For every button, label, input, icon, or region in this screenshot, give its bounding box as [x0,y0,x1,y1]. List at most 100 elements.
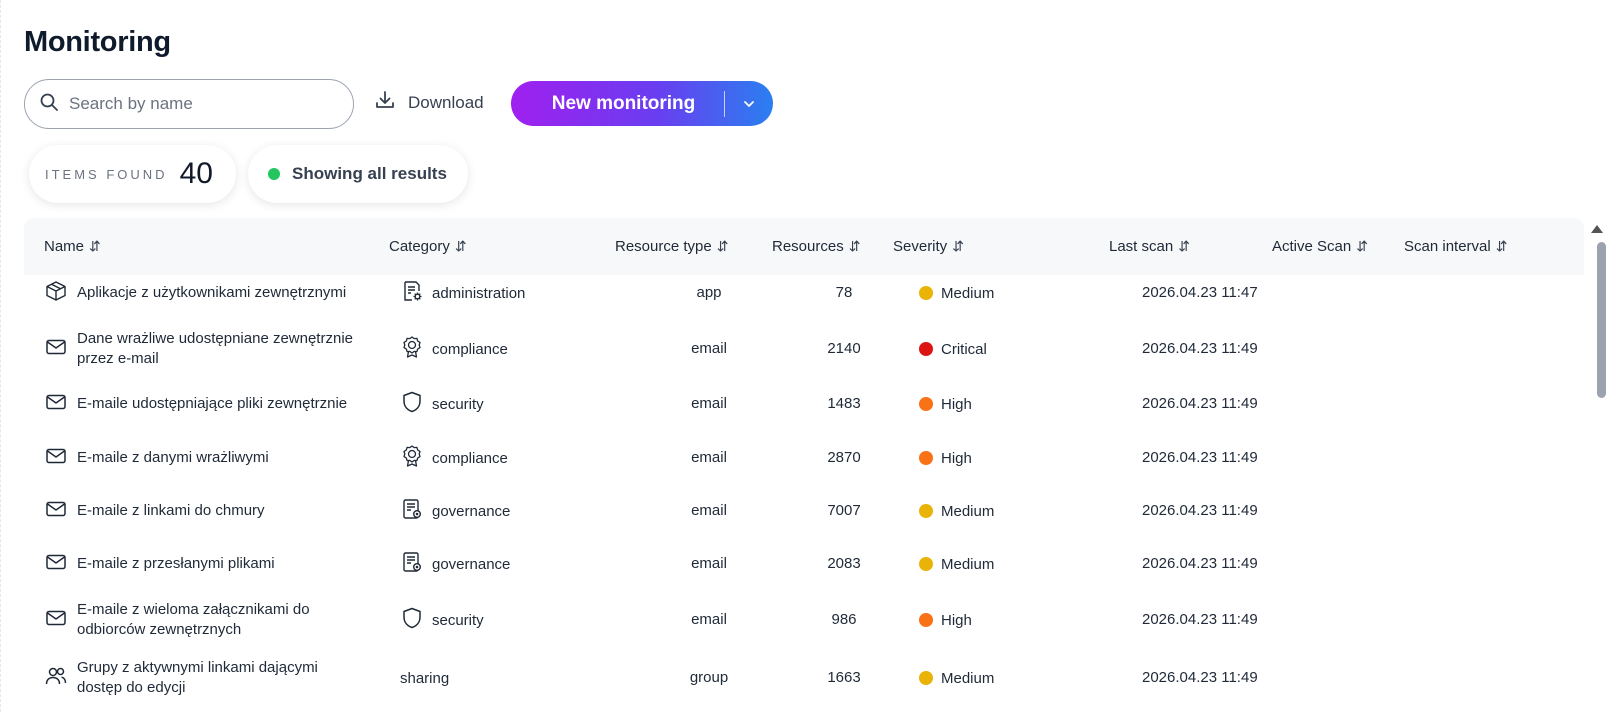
last-scan-cell: 2026.04.23 11:49 [1142,611,1258,628]
resource-type-cell: email [691,449,727,466]
category-cell: sharing [400,654,449,702]
table-row[interactable]: E-maile z wieloma załącznikami do odbior… [24,596,1584,644]
resources-count: 1483 [827,395,861,412]
category-label: governance [432,555,511,573]
last-scan-cell: 2026.04.23 11:47 [1142,284,1258,301]
column-header-last-scan[interactable]: Last scan ⇵ [1109,238,1190,255]
scrollbar-thumb[interactable] [1597,242,1606,398]
resources-count: 2140 [827,340,861,357]
document-gear-icon [400,279,432,307]
table-row[interactable]: Aplikacje z użytkownikami zewnętrznymi ad… [24,269,1584,317]
resource-type-cell: email [691,395,727,412]
column-header-category[interactable]: Category ⇵ [389,238,467,255]
table-row[interactable]: E-maile z linkami do chmury governance ema… [24,487,1584,535]
last-scan-cell: 2026.04.23 11:49 [1142,669,1258,686]
severity-label: High [941,611,972,629]
table-row[interactable]: E-maile z przesłanymi plikami governance e… [24,540,1584,588]
column-header-resource-type[interactable]: Resource type ⇵ [615,238,729,255]
last-scan-cell: 2026.04.23 11:49 [1142,502,1258,519]
shield-icon [400,390,432,418]
sort-icon: ⇵ [1495,238,1508,254]
severity-cell: Medium [919,269,994,317]
shield-icon [400,606,432,634]
monitoring-name: Dane wrażliwe udostępniane zewnętrznie p… [77,330,353,367]
items-found-label: ITEMS FOUND [45,166,168,182]
monitoring-name: E-maile z wieloma załącznikami do odbior… [77,601,310,638]
severity-label: High [941,449,972,467]
severity-dot-icon [919,451,933,465]
last-scan-cell: 2026.04.23 11:49 [1142,449,1258,466]
users-icon [44,664,68,692]
resources-count: 78 [835,284,853,301]
category-label: sharing [400,669,450,687]
new-monitoring-button[interactable]: New monitoring [511,81,773,126]
column-header-scan-interval[interactable]: Scan interval ⇵ [1404,238,1508,255]
severity-cell: High [919,596,972,644]
resources-count: 986 [831,611,857,628]
mail-icon [44,444,68,472]
severity-dot-icon [919,286,933,300]
filter-status-badge: Showing all results [248,145,468,203]
severity-cell: Critical [919,325,987,373]
name-cell: Aplikacje z użytkownikami zewnętrznymi [44,269,367,317]
search-input[interactable] [69,94,319,114]
severity-label: High [941,395,972,413]
severity-label: Medium [941,669,995,687]
category-label: compliance [432,340,508,358]
category-label: compliance [432,449,508,467]
resources-count: 7007 [827,502,861,519]
mail-icon [44,606,68,634]
category-cell: security [400,596,484,644]
column-header-severity[interactable]: Severity ⇵ [893,238,964,255]
scroll-up-arrow-icon[interactable] [1591,225,1603,233]
search-box[interactable] [24,79,354,129]
resource-type-cell: email [691,555,727,572]
mail-icon [44,390,68,418]
last-scan-cell: 2026.04.23 11:49 [1142,395,1258,412]
name-cell: Dane wrażliwe udostępniane zewnętrznie p… [44,325,367,373]
name-cell: E-maile z przesłanymi plikami [44,540,367,588]
category-cell: security [400,380,484,428]
items-found-count: 40 [179,157,213,190]
column-header-active-scan[interactable]: Active Scan ⇵ [1272,238,1368,255]
monitoring-name: E-maile udostępniające pliki zewnętrznie [77,395,348,412]
category-cell: compliance [400,325,508,373]
document-seal-icon [400,550,432,578]
download-button[interactable]: Download [374,89,484,116]
resource-type-cell: group [689,669,729,686]
items-found-badge: ITEMS FOUND 40 [29,145,236,203]
resource-type-cell: email [691,340,727,357]
category-label: security [432,395,484,413]
name-cell: E-maile z linkami do chmury [44,487,367,535]
page-title: Monitoring [24,26,171,58]
resources-count: 2083 [827,555,861,572]
severity-dot-icon [919,342,933,356]
severity-dot-icon [919,397,933,411]
mail-icon [44,550,68,578]
resource-type-cell: email [691,611,727,628]
severity-label: Medium [941,284,995,302]
monitoring-name: E-maile z danymi wrażliwymi [77,449,269,466]
table-row[interactable]: Dane wrażliwe udostępniane zewnętrznie p… [24,325,1584,373]
button-divider [724,90,725,117]
category-label: governance [432,502,511,520]
chevron-down-icon[interactable] [725,97,773,111]
table-row[interactable]: E-maile z danymi wrażliwymi compliance ema… [24,434,1584,482]
resources-count: 2870 [827,449,861,466]
column-header-resources[interactable]: Resources ⇵ [772,238,861,255]
mail-icon [44,335,68,363]
status-dot-icon [268,168,280,180]
monitoring-name: E-maile z przesłanymi plikami [77,555,275,572]
column-header-name[interactable]: Name ⇵ [44,238,101,255]
table-row[interactable]: E-maile udostępniające pliki zewnętrznie… [24,380,1584,428]
category-cell: compliance [400,434,508,482]
table-header: Name ⇵ Category ⇵ Resource type ⇵ Resources… [24,218,1584,275]
table-row[interactable]: Grupy z aktywnymi linkami dającymi dostę… [24,654,1584,702]
sort-icon: ⇵ [716,238,729,254]
sort-icon: ⇵ [89,238,101,254]
name-cell: E-maile udostępniające pliki zewnętrznie [44,380,367,428]
severity-label: Medium [941,555,995,573]
resources-count: 1663 [827,669,861,686]
severity-cell: Medium [919,487,994,535]
